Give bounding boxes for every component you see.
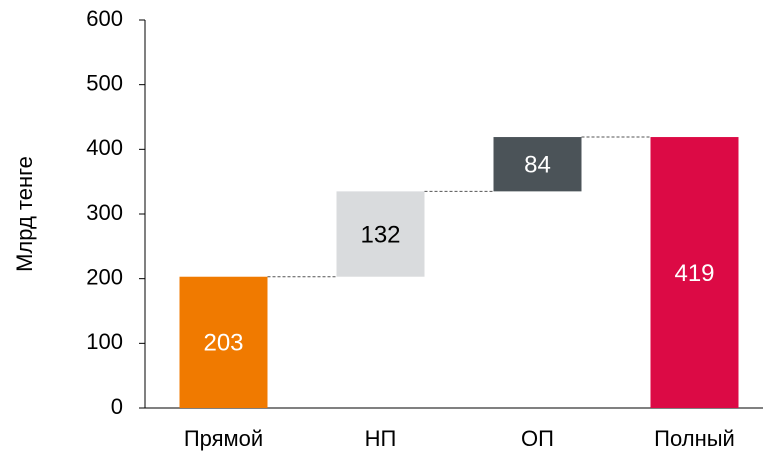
y-tick-label: 400: [86, 135, 123, 160]
data-label: 84: [524, 152, 551, 179]
x-tick-label: НП: [365, 426, 397, 451]
bar: [650, 137, 739, 408]
y-tick-label: 300: [86, 200, 123, 225]
x-tick-label: Прямой: [184, 426, 263, 451]
bar: [493, 137, 582, 192]
y-axis-title: Млрд тенге: [12, 156, 37, 272]
data-label: 132: [360, 221, 400, 248]
x-tick-label: ОП: [521, 426, 554, 451]
data-label: 203: [203, 330, 243, 357]
bar: [336, 191, 425, 277]
x-tick-label: Полный: [654, 426, 735, 451]
y-tick-label: 0: [111, 394, 123, 419]
y-tick-label: 600: [86, 6, 123, 31]
data-label: 419: [674, 260, 714, 287]
bar: [179, 276, 268, 408]
y-tick-label: 500: [86, 70, 123, 95]
y-tick-label: 200: [86, 264, 123, 289]
y-tick-label: 100: [86, 329, 123, 354]
